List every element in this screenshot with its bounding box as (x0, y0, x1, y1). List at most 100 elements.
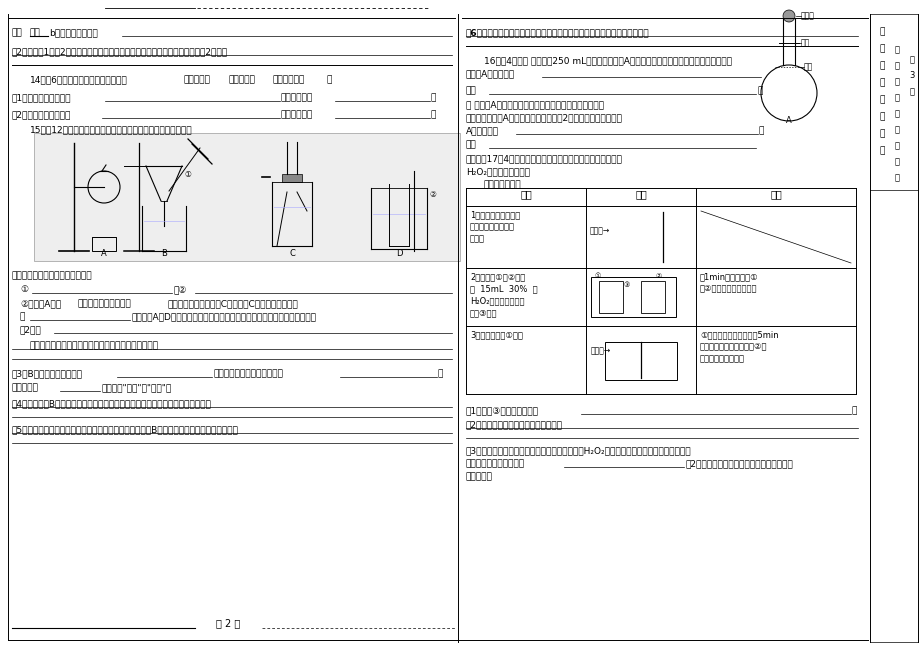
Text: 答: 答 (879, 27, 884, 36)
Text: ，制取气体前必须进行C图操作，C图实验操作的名称: ，制取气体前必须进行C图操作，C图实验操作的名称 (168, 299, 299, 308)
Text: 后不再有气泡产生，此时②中: 后不再有气泡产生，此时②中 (699, 342, 766, 351)
Text: （1）燃烧红磷制造烟幕: （1）燃烧红磷制造烟幕 (12, 93, 72, 102)
Text: 学: 学 (893, 142, 899, 151)
Text: 第 2 页: 第 2 页 (216, 618, 240, 628)
Bar (590, 277, 675, 317)
Text: 页: 页 (909, 88, 913, 96)
Text: H₂O₂分解速率的影响。: H₂O₂分解速率的影响。 (466, 167, 529, 176)
Text: 滤纸边缘要: 滤纸边缘要 (12, 383, 39, 392)
Text: ③: ③ (623, 282, 630, 288)
Text: （2分，不定项选择，漏一个，扣一分，选错: （2分，不定项选择，漏一个，扣一分，选错 (686, 459, 793, 468)
Text: 。: 。 (757, 86, 763, 95)
Text: 丝上。: 丝上。 (470, 234, 484, 243)
Text: ⑴写出图中标有数字的仪器名称：: ⑴写出图中标有数字的仪器名称： (12, 271, 93, 280)
Text: ①中有大量气泡产生，约5min: ①中有大量气泡产生，约5min (699, 330, 777, 339)
Text: （2分）: （2分） (20, 325, 41, 334)
Text: ②: ② (655, 273, 662, 279)
Text: 1、取一小块铜丝网，: 1、取一小块铜丝网， (470, 210, 519, 219)
Text: ①: ① (20, 285, 28, 294)
Text: 请: 请 (879, 62, 884, 70)
Circle shape (782, 10, 794, 22)
Text: 约1min后可观察到①: 约1min后可观察到① (699, 272, 758, 281)
Text: 铜丝网→: 铜丝网→ (590, 346, 610, 355)
Text: 化: 化 (893, 125, 899, 135)
Text: C: C (289, 249, 295, 258)
Text: ①: ① (595, 273, 601, 279)
Text: 14．（6分）写出符合条件下列反应的: 14．（6分）写出符合条件下列反应的 (30, 75, 128, 84)
Text: 勿: 勿 (879, 79, 884, 88)
Text: 我们: 我们 (12, 28, 23, 37)
Text: 操作: 操作 (519, 189, 531, 199)
Text: 第: 第 (893, 46, 899, 55)
Text: ；: ； (851, 406, 857, 415)
Text: （3）根据催化剂定义，如果用本实验探究铜是否H₂O₂分解的催化剂，需要对上述实验方案: （3）根据催化剂定义，如果用本实验探究铜是否H₂O₂分解的催化剂，需要对上述实验… (466, 446, 691, 455)
Text: 进行补充，其中必要的是: 进行补充，其中必要的是 (466, 459, 525, 468)
Text: ②如果用A装置: ②如果用A装置 (20, 299, 61, 308)
Text: 检验: 检验 (30, 28, 40, 37)
Text: 三、探究17（4分）（某同学设计下表所示实验，探究金属铜对: 三、探究17（4分）（某同学设计下表所示实验，探究金属铜对 (466, 154, 622, 163)
Text: 线: 线 (879, 146, 884, 155)
Text: 说明: 说明 (466, 86, 476, 95)
Text: （1）仪器③中实验的目的是: （1）仪器③中实验的目的是 (466, 406, 539, 415)
Text: 间后，A中的现象是: 间后，A中的现象是 (466, 69, 515, 78)
Text: ；反应类型是: ；反应类型是 (280, 110, 312, 119)
Text: 二: 二 (893, 62, 899, 70)
Text: （2）用过氧化氢制氧气: （2）用过氧化氢制氧气 (12, 110, 72, 119)
Text: 水的③中。: 水的③中。 (470, 308, 497, 317)
Text: 液面（填"高于"或"低于"）: 液面（填"高于"或"低于"） (102, 383, 172, 392)
Bar (282, 174, 301, 182)
Text: 现象: 现象 (769, 189, 781, 199)
Text: 文字表达式: 文字表达式 (184, 75, 210, 84)
Text: ；在此操作中玻璃棒的作用是: ；在此操作中玻璃棒的作用是 (214, 369, 284, 378)
Text: 试: 试 (893, 157, 899, 166)
Text: （4）如果经过B图实验操作两次后滤液仍然浑浊，其原因可能是（写出一条即可）: （4）如果经过B图实验操作两次后滤液仍然浑浊，其原因可能是（写出一条即可） (12, 399, 211, 408)
Text: ⑵ 继续向A中加酒精至凹液面最低处正好与刻度线相切。: ⑵ 继续向A中加酒精至凹液面最低处正好与刻度线相切。 (466, 100, 604, 109)
Text: 塞紧玻璃塞，将A中液体倒转摇匀，重复2次，静置一段时间后，: 塞紧玻璃塞，将A中液体倒转摇匀，重复2次，静置一段时间后， (466, 113, 622, 122)
Text: 不得分）。: 不得分）。 (466, 472, 493, 481)
Text: ；: ； (437, 369, 443, 378)
Text: ②: ② (428, 190, 436, 199)
Text: 次: 次 (893, 77, 899, 86)
Text: ：: ： (326, 75, 332, 84)
Text: 虚线: 虚线 (803, 62, 812, 72)
Text: 过: 过 (879, 112, 884, 122)
Text: 超: 超 (879, 96, 884, 105)
Text: ，我们把A、D连接，气体收集完毕，停止加热时，应该怎样操作？为什么？: ，我们把A、D连接，气体收集完毕，停止加热时，应该怎样操作？为什么？ (131, 312, 317, 321)
Text: 3、把铜丝插入①中。: 3、把铜丝插入①中。 (470, 330, 522, 339)
Bar (605, 342, 676, 380)
Text: 卷: 卷 (893, 174, 899, 183)
Text: （5）硬水给生活和生产带来很多麻烦，我们怎样鉴别经过B图实验操作后的水是硬水还是软水: （5）硬水给生活和生产带来很多麻烦，我们怎样鉴别经过B图实验操作后的水是硬水还是… (12, 425, 239, 434)
Text: 仍然有少量气泡产生: 仍然有少量气泡产生 (699, 354, 744, 363)
Text: （2）比较图1和图2两个实验中水的变化，用分子、原子的观点分析其不同点（2分）：: （2）比较图1和图2两个实验中水的变化，用分子、原子的观点分析其不同点（2分）： (12, 47, 228, 56)
Text: A中的现象为: A中的现象为 (466, 126, 498, 135)
Text: D: D (395, 249, 402, 258)
Text: 并指明所属: 并指明所属 (229, 75, 255, 84)
Text: 实验结束发现水槽的水显紫红色，你认为原因是什么？: 实验结束发现水槽的水显紫红色，你认为原因是什么？ (30, 341, 159, 350)
Text: 入  15mL  30%  的: 入 15mL 30% 的 (470, 284, 537, 293)
Text: （3）B图实验操作的名称是: （3）B图实验操作的名称是 (12, 369, 83, 378)
Text: ，: ， (758, 126, 764, 135)
Text: 第: 第 (909, 55, 913, 64)
Text: 15．（12分）下列是化学实验中的常见示意图；根据下图填空：: 15．（12分）下列是化学实验中的常见示意图；根据下图填空： (30, 125, 192, 134)
Bar (92, 237, 116, 251)
Text: 此: 此 (879, 129, 884, 138)
Text: A: A (785, 116, 791, 125)
Text: B: B (161, 249, 166, 258)
Text: 铜丝网→: 铜丝网→ (589, 226, 609, 235)
Text: ；: ； (430, 93, 436, 102)
Text: 月: 月 (893, 94, 899, 103)
Text: 加热高锰酸钾制取氧气: 加热高锰酸钾制取氧气 (78, 299, 131, 308)
Bar (641, 281, 664, 313)
Text: 卷: 卷 (879, 44, 884, 53)
Text: 16．（4分）⑴ 向容积为250 mL的细颈玻璃仪器A中加水至虚线处，再滴几滴红墨水，一段时: 16．（4分）⑴ 向容积为250 mL的细颈玻璃仪器A中加水至虚线处，再滴几滴红… (483, 56, 732, 65)
Text: ①: ① (184, 170, 190, 179)
Text: A: A (101, 249, 107, 258)
Text: b管生成气体的方法: b管生成气体的方法 (49, 28, 97, 37)
Text: 装置: 装置 (634, 189, 646, 199)
Text: ；: ； (430, 110, 436, 119)
Text: 基本反应类型: 基本反应类型 (273, 75, 305, 84)
Bar (598, 281, 622, 313)
Text: 卷成筒形，固定在铜: 卷成筒形，固定在铜 (470, 222, 515, 231)
Text: 考: 考 (893, 109, 899, 118)
Text: （6）阜阳属于极度缺水城市，应大力提倡节约用水，请你写出一种节水措施: （6）阜阳属于极度缺水城市，应大力提倡节约用水，请你写出一种节水措施 (466, 28, 649, 37)
